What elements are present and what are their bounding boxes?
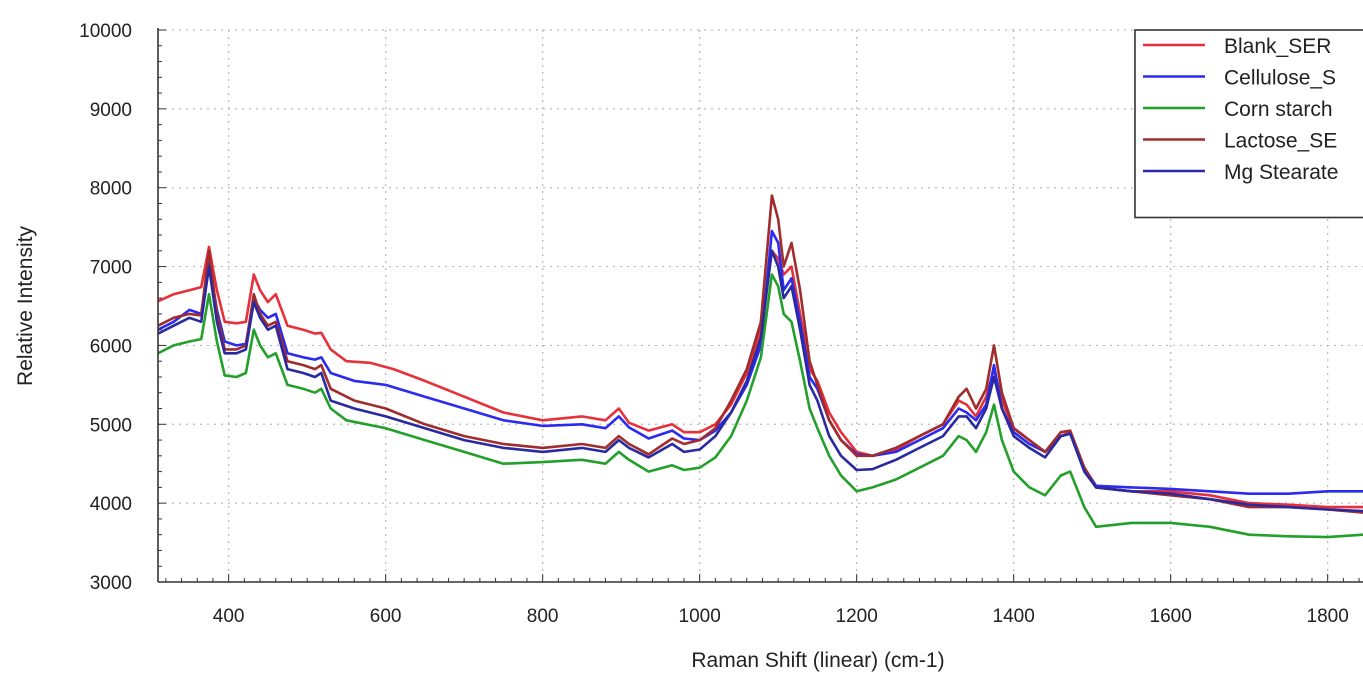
y-tick-label: 6000 — [90, 336, 132, 357]
x-tick-label: 1000 — [679, 606, 721, 627]
legend: Blank_SER Cellulose_S Corn starch Lactose_S… — [1134, 29, 1363, 219]
series-line-5 — [158, 249, 1363, 513]
x-tick-label: 1200 — [836, 606, 878, 627]
legend-label: Corn starch — [1224, 98, 1333, 121]
y-tick-label: 8000 — [90, 179, 132, 200]
legend-label: Blank_SER — [1224, 35, 1331, 58]
x-tick-label: 400 — [213, 606, 245, 627]
series-line-3 — [158, 273, 1363, 539]
legend-label: Mg Stearate — [1224, 161, 1338, 184]
y-tick-label: 9000 — [90, 100, 132, 121]
x-tick-label: 600 — [370, 606, 402, 627]
series-line-2 — [158, 229, 1363, 495]
y-tick-label: 7000 — [90, 258, 132, 279]
series-lines — [158, 194, 1363, 539]
legend-label: Cellulose_S — [1224, 67, 1336, 90]
axes: 400 600 800 1000 1200 1400 1600 1800 3000 4000 500… — [79, 21, 1363, 627]
x-tick-label: 800 — [527, 606, 559, 627]
x-axis-title: Raman Shift (linear) (cm-1) — [691, 649, 944, 672]
y-tick-label: 3000 — [90, 573, 132, 594]
legend-box — [1134, 29, 1363, 219]
x-tick-label: 1600 — [1150, 606, 1192, 627]
y-tick-label: 10000 — [79, 21, 132, 42]
x-tick-label: 1400 — [993, 606, 1035, 627]
x-tick-label: 1800 — [1307, 606, 1349, 627]
y-tick-label: 5000 — [90, 415, 132, 436]
y-axis-title: Relative Intensity — [14, 226, 37, 386]
y-tick-label: 4000 — [90, 494, 132, 515]
series-line-4 — [158, 194, 1363, 514]
legend-label: Lactose_SE — [1224, 130, 1337, 153]
